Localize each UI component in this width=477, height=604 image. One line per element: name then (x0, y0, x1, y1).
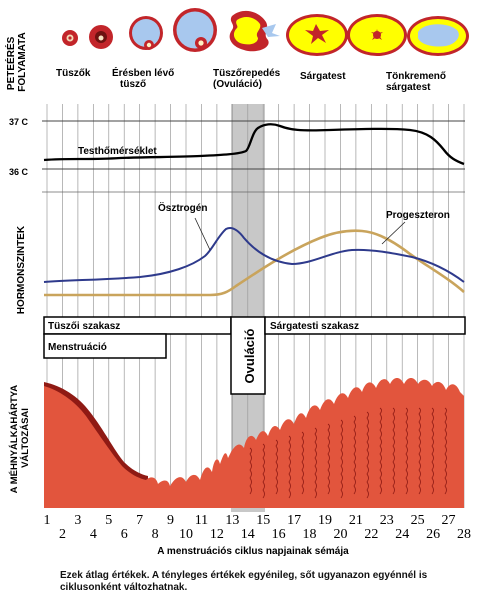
ruptured-follicle (229, 10, 280, 52)
day-label-23: 23 (380, 513, 394, 528)
day-label-4: 4 (90, 527, 97, 542)
corpus-luteum-2 (347, 14, 407, 56)
gland-11 (379, 407, 382, 495)
day-label-12: 12 (210, 527, 224, 542)
stage-label-ovulation: Tüszőrepedés (Ovuláció) (213, 68, 281, 90)
progesterone-label: Progeszteron (386, 210, 450, 221)
endometrium-panel (44, 378, 464, 508)
day-label-16: 16 (272, 527, 286, 542)
endometrial-glands (249, 407, 447, 499)
day-label-14: 14 (241, 527, 255, 542)
day-axis: 1234567891011121314151617181920212223242… (44, 513, 472, 542)
temperature-curve (43, 123, 465, 166)
day-label-21: 21 (349, 513, 363, 528)
day-label-25: 25 (411, 513, 425, 528)
day-label-28: 28 (457, 527, 471, 542)
estrogen-label: Ösztrogén (158, 201, 207, 214)
degenerating-corpus-luteum (407, 16, 469, 56)
day-label-19: 19 (318, 513, 332, 528)
gland-12 (392, 407, 395, 495)
estrogen-curve (43, 227, 465, 283)
day-label-15: 15 (256, 513, 270, 528)
day-label-7: 7 (136, 513, 143, 528)
follicle-small-2 (89, 25, 113, 49)
day-label-17: 17 (287, 513, 301, 528)
gland-2 (262, 443, 265, 499)
luteal-phase-label: Sárgatesti szakasz (270, 321, 359, 332)
gland-8 (340, 419, 343, 499)
day-label-20: 20 (333, 527, 347, 542)
gland-14 (418, 407, 421, 495)
day-label-13: 13 (225, 513, 239, 528)
corpus-luteum-1 (286, 14, 348, 56)
day-label-24: 24 (395, 527, 409, 542)
ovulation-label: Ovuláció (242, 328, 257, 383)
day-label-26: 26 (426, 527, 440, 542)
gland-16 (444, 407, 447, 495)
stage-label-degenerating: Tönkremenő sárgatest (386, 71, 446, 93)
gland-6 (314, 427, 317, 499)
day-label-22: 22 (364, 527, 378, 542)
day-label-18: 18 (303, 527, 317, 542)
ovulation-process-label: PETEÉRÉS FOLYAMATA (4, 32, 28, 91)
day-label-8: 8 (152, 527, 159, 542)
day-label-9: 9 (167, 513, 174, 528)
temperature-panel: 37 C 36 C Testhőmérséklet (9, 117, 465, 177)
gland-3 (275, 439, 278, 495)
estrogen-pointer (194, 217, 211, 251)
temp-36-label: 36 C (9, 167, 29, 177)
gland-5 (301, 431, 304, 495)
menstruation-label: Menstruáció (48, 342, 107, 353)
gland-1 (249, 447, 252, 495)
hormone-panel: Ösztrogén Progeszteron (42, 191, 465, 297)
day-label-3: 3 (74, 513, 81, 528)
day-label-2: 2 (59, 527, 66, 542)
ovary-stage-row (62, 8, 469, 56)
follicular-phase-label: Tüszői szakasz (48, 321, 120, 332)
ovulation-box (230, 316, 266, 395)
gland-15 (431, 407, 434, 495)
follicle-small-1 (62, 30, 78, 46)
gland-4 (288, 435, 291, 499)
menstruation-box (43, 333, 167, 359)
gland-13 (405, 407, 408, 495)
maturing-follicle-2 (173, 8, 217, 52)
day-label-5: 5 (105, 513, 112, 528)
axis-title: A menstruációs ciklus napjainak sémája (157, 546, 349, 557)
maturing-follicle-1 (129, 16, 163, 50)
day-label-6: 6 (121, 527, 128, 542)
day-label-10: 10 (179, 527, 193, 542)
stage-label-follicles: Tüszők (56, 68, 91, 79)
gland-9 (353, 415, 356, 495)
luteal-phase-box (264, 316, 466, 335)
day-label-11: 11 (195, 513, 208, 528)
gland-7 (327, 423, 330, 495)
endometrium-label: A MÉHNYÁLKAHÁRTYA VÁLTOZÁSAI (9, 383, 31, 494)
day-label-1: 1 (44, 513, 51, 528)
phase-bar: Tüszői szakasz Menstruáció Ovuláció Sárg… (43, 316, 466, 395)
endometrium-tissue (44, 378, 464, 508)
footnote: Ezek átlag értékek. A tényleges értékek … (60, 570, 428, 593)
hormone-levels-label: HORMONSZINTEK (16, 225, 27, 314)
temp-37-label: 37 C (9, 117, 29, 127)
day-label-27: 27 (442, 513, 456, 528)
stage-label-maturing: Érésben lévő tüsző (112, 66, 174, 90)
gland-10 (366, 411, 369, 499)
progesterone-pointer (381, 221, 406, 245)
stage-label-corpus-luteum: Sárgatest (300, 71, 346, 82)
temperature-label: Testhőmérséklet (78, 146, 157, 157)
